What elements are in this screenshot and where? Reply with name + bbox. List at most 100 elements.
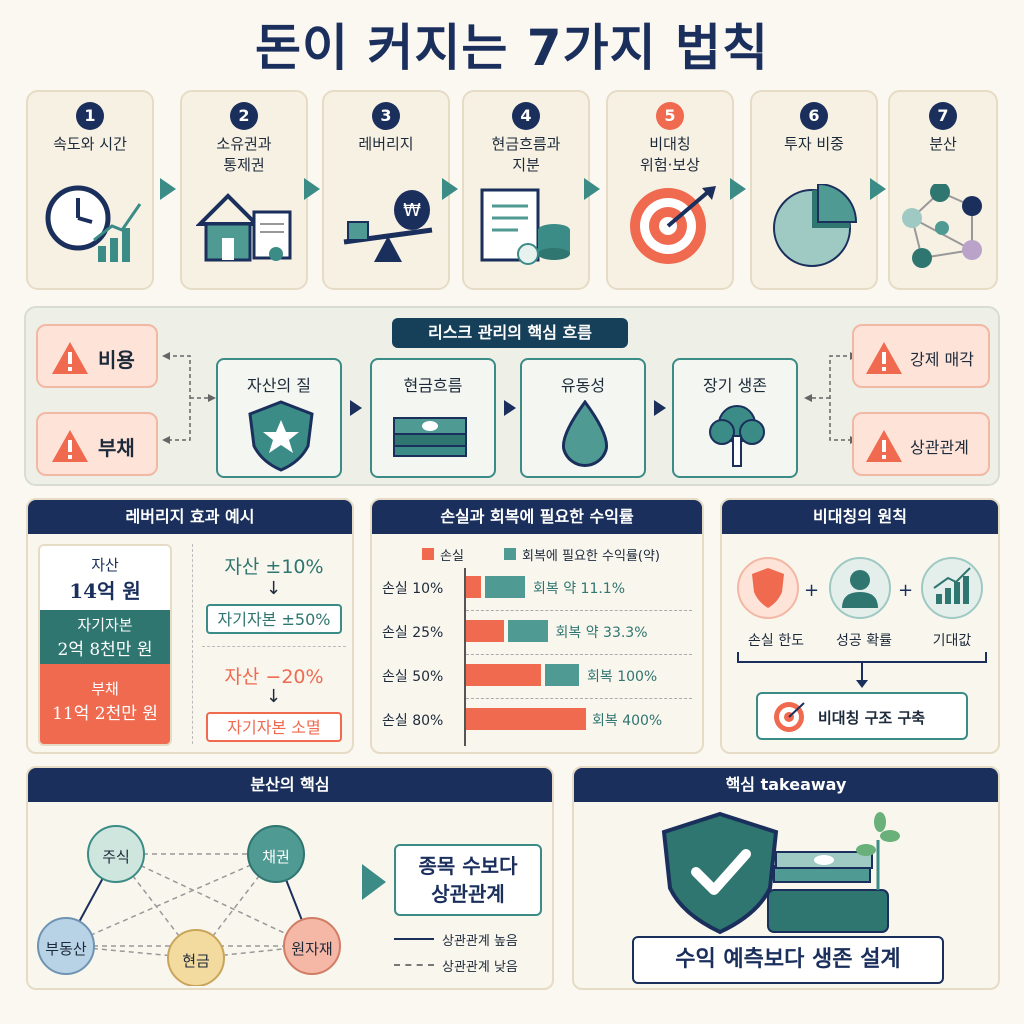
legend-dashed-line [394, 964, 434, 966]
loss-recovery-title: 손실과 회복에 필요한 수익률 [372, 500, 702, 534]
case2-equity: 자기자본 소멸 [206, 712, 342, 742]
chart-category-label: 손실 25% [382, 625, 444, 641]
diversify-callout: 종목 수보다 상관관계 [394, 844, 542, 916]
legend-recovery-swatch [504, 548, 516, 560]
flow-cashflow: 현금흐름 [370, 358, 496, 478]
step-7-card: 7 분산 [888, 90, 998, 290]
warning-label: 비용 [98, 348, 135, 372]
warning-correlation: 상관관계 [852, 412, 990, 476]
right-connector [804, 352, 858, 444]
step-3-card: 3 레버리지 ₩ [322, 90, 450, 290]
step-label: 투자 비중 [784, 135, 844, 153]
node-commodities: 원자재 [291, 940, 333, 958]
divider [192, 544, 193, 744]
case1-equity: 자기자본 ±50% [206, 604, 342, 634]
document-coins-icon [480, 188, 570, 265]
step-6-card: 6 투자 비중 [750, 90, 878, 290]
svg-text:₩: ₩ [403, 200, 421, 221]
takeaway-panel: 핵심 takeaway 수익 예측보다 생존 설계 [572, 766, 1000, 990]
step-number: 2 [230, 102, 258, 130]
equity-block: 자기자본 2억 8천만 원 [40, 610, 170, 664]
shield-money-plant-icon [661, 811, 900, 935]
risk-flow-panel: 리스크 관리의 핵심 흐름 비용 부채 자산의 질 현금흐름 유동성 장기 생존… [24, 306, 1000, 486]
arrow-right-icon [160, 178, 176, 200]
case2-asset: 자산 −20% [224, 666, 324, 688]
person-icon [829, 557, 891, 619]
network-icon [902, 184, 982, 268]
asym-item-label: 성공 확률 [836, 633, 892, 649]
asym-result-box: 비대칭 구조 구축 [756, 692, 968, 740]
flow-long-term-survival: 장기 생존 [672, 358, 798, 478]
warning-label: 상관관계 [910, 438, 969, 457]
risk-flow-title: 리스크 관리의 핵심 흐름 [392, 318, 628, 348]
chart-category-label: 손실 10% [382, 581, 444, 597]
warning-label: 부채 [98, 436, 135, 460]
step-5-card: 5 비대칭 위험·보상 [606, 90, 734, 290]
shield-icon [737, 557, 799, 619]
warning-icon [866, 342, 902, 374]
flow-label: 유동성 [560, 376, 606, 395]
debt-value: 11억 2천만 원 [52, 704, 158, 724]
node-real-estate: 부동산 [45, 940, 87, 958]
warning-icon [52, 342, 88, 374]
warning-label: 강제 매각 [910, 350, 974, 369]
loss-bar [466, 576, 481, 598]
flow-label: 현금흐름 [403, 376, 463, 395]
step-number: 7 [929, 102, 957, 130]
left-connector [162, 352, 216, 444]
asset-block: 자산 14억 원 [40, 546, 170, 610]
tree-icon [709, 405, 765, 467]
target-icon [774, 702, 805, 732]
warning-cost: 비용 [36, 324, 158, 388]
legend-recovery: 회복에 필요한 수익률(약) [522, 549, 661, 564]
leverage-title: 레버리지 효과 예시 [28, 500, 352, 534]
diversification-panel: 분산의 핵심 주식 채권 부동산 현금 원자재 종목 수보다 상관관계 상관관계… [26, 766, 554, 990]
legend-low: 상관관계 낮음 [442, 960, 518, 975]
arrow-right-icon [350, 400, 362, 416]
arrow-right-icon [442, 178, 458, 200]
plus-sign: + [804, 580, 820, 601]
correlation-network [37, 825, 341, 986]
node-cash: 현금 [182, 952, 210, 970]
asset-label: 자산 [91, 556, 119, 574]
asym-item-label: 기대값 [932, 633, 972, 649]
step-label: 비대칭 위험·보상 [640, 135, 700, 174]
shield-star-icon [248, 400, 314, 472]
chart-category-label: 손실 50% [382, 669, 444, 685]
pie-chart-icon [773, 184, 858, 267]
debt-label: 부채 [91, 680, 119, 698]
warning-forced-sale: 강제 매각 [852, 324, 990, 388]
arrow-right-icon [870, 178, 886, 200]
house-document-icon [196, 193, 292, 262]
arrow-down-icon: ↓ [266, 578, 282, 599]
row-divider [466, 698, 692, 699]
balance-sheet: 자산 14억 원 자기자본 2억 8천만 원 부채 11억 2천만 원 [38, 544, 172, 746]
warning-debt: 부채 [36, 412, 158, 476]
node-bonds: 채권 [262, 848, 290, 866]
legend-loss: 손실 [440, 549, 464, 564]
recovery-bar [545, 664, 579, 686]
step-label: 분산 [929, 135, 957, 153]
step-label: 레버리지 [358, 135, 414, 153]
asymmetry-panel: 비대칭의 원칙 + + 손실 한도 성공 확률 기대값 비대칭 구조 구축 [720, 498, 1000, 754]
loss-bar [466, 664, 541, 686]
leverage-panel: 레버리지 효과 예시 자산 14억 원 자기자본 2억 8천만 원 부채 11억… [26, 498, 354, 754]
step-number: 1 [76, 102, 104, 130]
legend-solid-line [394, 938, 434, 940]
asymmetry-title: 비대칭의 원칙 [722, 500, 998, 534]
step-label: 현금흐름과 지분 [491, 135, 561, 174]
loss-recovery-panel: 손실과 회복에 필요한 수익률 손실 회복에 필요한 수익률(약) 손실 10%… [370, 498, 704, 754]
flow-liquidity: 유동성 [520, 358, 646, 478]
flow-label: 자산의 질 [247, 376, 311, 395]
flow-asset-quality: 자산의 질 [216, 358, 342, 478]
warning-icon [52, 430, 88, 462]
diversification-title: 분산의 핵심 [28, 768, 552, 802]
node-stocks: 주식 [102, 848, 130, 866]
page-title: 돈이 커지는 7가지 법칙 [254, 19, 769, 77]
water-drop-icon [561, 400, 609, 467]
recovery-bar [507, 620, 548, 642]
asset-value: 14억 원 [69, 579, 141, 603]
chart-axis [464, 568, 466, 746]
plus-sign: + [898, 580, 914, 601]
arrow-right-icon [654, 400, 666, 416]
